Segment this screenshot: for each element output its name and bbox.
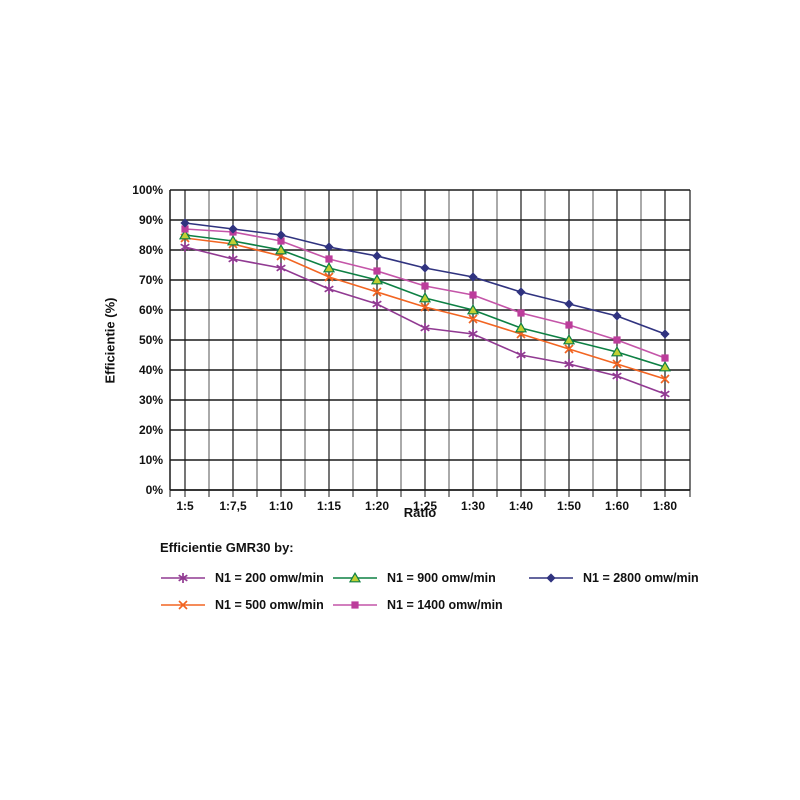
- square-marker: [613, 336, 621, 344]
- triangle-marker: [178, 229, 192, 240]
- diamond-marker: [324, 242, 334, 252]
- y-tick-label: 60%: [139, 303, 163, 317]
- legend-label: N1 = 2800 omw/min: [583, 571, 699, 585]
- legend-label: N1 = 500 omw/min: [215, 598, 324, 612]
- diamond-marker: [372, 251, 382, 261]
- square-marker: [661, 354, 669, 362]
- y-tick-label: 20%: [139, 423, 163, 437]
- triangle-marker: [370, 274, 384, 285]
- asterisk-marker: [468, 329, 478, 339]
- legend-label: N1 = 1400 omw/min: [387, 598, 503, 612]
- x-axis-title: Ratio: [403, 505, 437, 520]
- diamond-marker: [516, 287, 526, 297]
- asterisk-marker: [324, 284, 334, 294]
- asterisk-marker: [612, 371, 622, 381]
- triangle-marker: [418, 292, 432, 303]
- triangle-marker: [610, 346, 624, 357]
- square-marker: [325, 255, 333, 263]
- triangle-marker: [466, 304, 480, 315]
- legend-marker-asterisk: [161, 573, 205, 583]
- x-tick-label: 1:80: [653, 499, 677, 513]
- x-tick-label: 1:50: [557, 499, 581, 513]
- x-marker: [660, 374, 670, 384]
- square-marker: [421, 282, 429, 290]
- square-marker: [469, 291, 477, 299]
- diamond-marker: [612, 311, 622, 321]
- x-tick-label: 1:40: [509, 499, 533, 513]
- asterisk-marker: [178, 573, 188, 583]
- legend-item-n1-200: N1 = 200 omw/min: [160, 570, 324, 586]
- triangle-marker: [658, 361, 672, 372]
- triangle-marker: [562, 334, 576, 345]
- legend-marker-square: [333, 601, 377, 609]
- diamond-marker: [228, 224, 238, 234]
- x-tick-label: 1:7,5: [219, 499, 247, 513]
- diamond-marker: [180, 218, 190, 228]
- square-marker: [517, 309, 525, 317]
- y-tick-label: 90%: [139, 213, 163, 227]
- square-marker: [277, 237, 285, 245]
- x-tick-label: 1:25: [413, 499, 437, 513]
- diamond-marker: [276, 230, 286, 240]
- diamond-marker: [420, 263, 430, 273]
- triangle-marker: [514, 322, 528, 333]
- legend-label: N1 = 900 omw/min: [387, 571, 496, 585]
- legend-marker-x: [161, 600, 205, 610]
- x-tick-label: 1:15: [317, 499, 341, 513]
- asterisk-marker: [372, 299, 382, 309]
- triangle-marker: [274, 244, 288, 255]
- x-marker: [372, 287, 382, 297]
- diamond-marker: [546, 573, 556, 583]
- asterisk-marker: [228, 254, 238, 264]
- legend-title: Efficientie GMR30 by:: [160, 540, 294, 555]
- x-tick-label: 1:30: [461, 499, 485, 513]
- legend-marker-diamond: [529, 573, 573, 583]
- x-marker: [468, 314, 478, 324]
- asterisk-marker: [564, 359, 574, 369]
- square-marker: [565, 321, 573, 329]
- x-marker: [420, 302, 430, 312]
- triangle-marker: [348, 572, 362, 583]
- triangle-marker: [322, 262, 336, 273]
- diamond-marker: [660, 329, 670, 339]
- y-tick-label: 100%: [132, 183, 163, 197]
- diamond-marker: [468, 272, 478, 282]
- x-marker: [324, 272, 334, 282]
- asterisk-marker: [180, 242, 190, 252]
- y-axis-title: Efficientie (%): [102, 297, 118, 384]
- diamond-marker: [564, 299, 574, 309]
- y-tick-label: 10%: [139, 453, 163, 467]
- asterisk-marker: [420, 323, 430, 333]
- x-tick-label: 1:60: [605, 499, 629, 513]
- asterisk-marker: [660, 389, 670, 399]
- y-tick-label: 50%: [139, 333, 163, 347]
- legend-item-n1-500: N1 = 500 omw/min: [160, 597, 324, 613]
- legend-item-n1-900: N1 = 900 omw/min: [332, 570, 496, 586]
- legend-label: N1 = 200 omw/min: [215, 571, 324, 585]
- asterisk-marker: [276, 263, 286, 273]
- square-marker: [351, 601, 359, 609]
- x-marker: [178, 600, 188, 610]
- y-tick-label: 70%: [139, 273, 163, 287]
- y-tick-label: 0%: [146, 483, 164, 497]
- y-tick-label: 80%: [139, 243, 163, 257]
- x-marker: [612, 359, 622, 369]
- legend-item-n1-2800: N1 = 2800 omw/min: [528, 570, 699, 586]
- x-tick-label: 1:10: [269, 499, 293, 513]
- plot-area: 0% 10% 20% 30% 40% 50% 60% 70% 80% 90% 100% 1:5 1:7,…: [132, 183, 691, 513]
- y-tick-label: 40%: [139, 363, 163, 377]
- legend-item-n1-1400: N1 = 1400 omw/min: [332, 597, 503, 613]
- x-tick-label: 1:20: [365, 499, 389, 513]
- square-marker: [373, 267, 381, 275]
- legend-marker-triangle: [333, 572, 377, 583]
- triangle-marker: [226, 235, 240, 246]
- x-tick-label: 1:5: [176, 499, 194, 513]
- square-marker: [181, 225, 189, 233]
- asterisk-marker: [516, 350, 526, 360]
- x-marker: [564, 344, 574, 354]
- y-tick-label: 30%: [139, 393, 163, 407]
